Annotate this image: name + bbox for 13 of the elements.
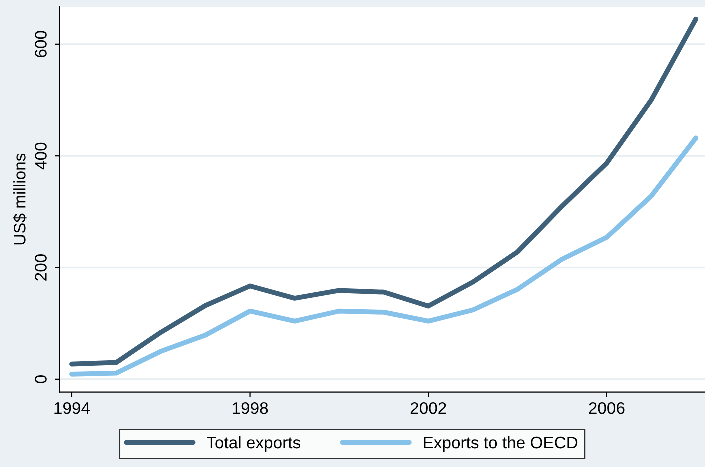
x-tick-label: 2002: [410, 402, 446, 414]
y-tick-label: 0: [35, 375, 47, 384]
x-tick-label: 2006: [589, 402, 625, 414]
line-series: [70, 136, 699, 377]
y-tick-label: 400: [35, 142, 47, 170]
y-tick-label: 600: [35, 31, 47, 58]
line-series: [70, 16, 699, 367]
y-axis-title: US$ millions: [13, 154, 27, 245]
x-tick-label: 1998: [233, 402, 268, 414]
legend-label: Exports to the OECD: [424, 436, 578, 452]
legend-label: Total exports: [207, 436, 301, 452]
y-tick-label: 200: [35, 254, 47, 281]
x-tick-label: 1994: [54, 402, 90, 414]
